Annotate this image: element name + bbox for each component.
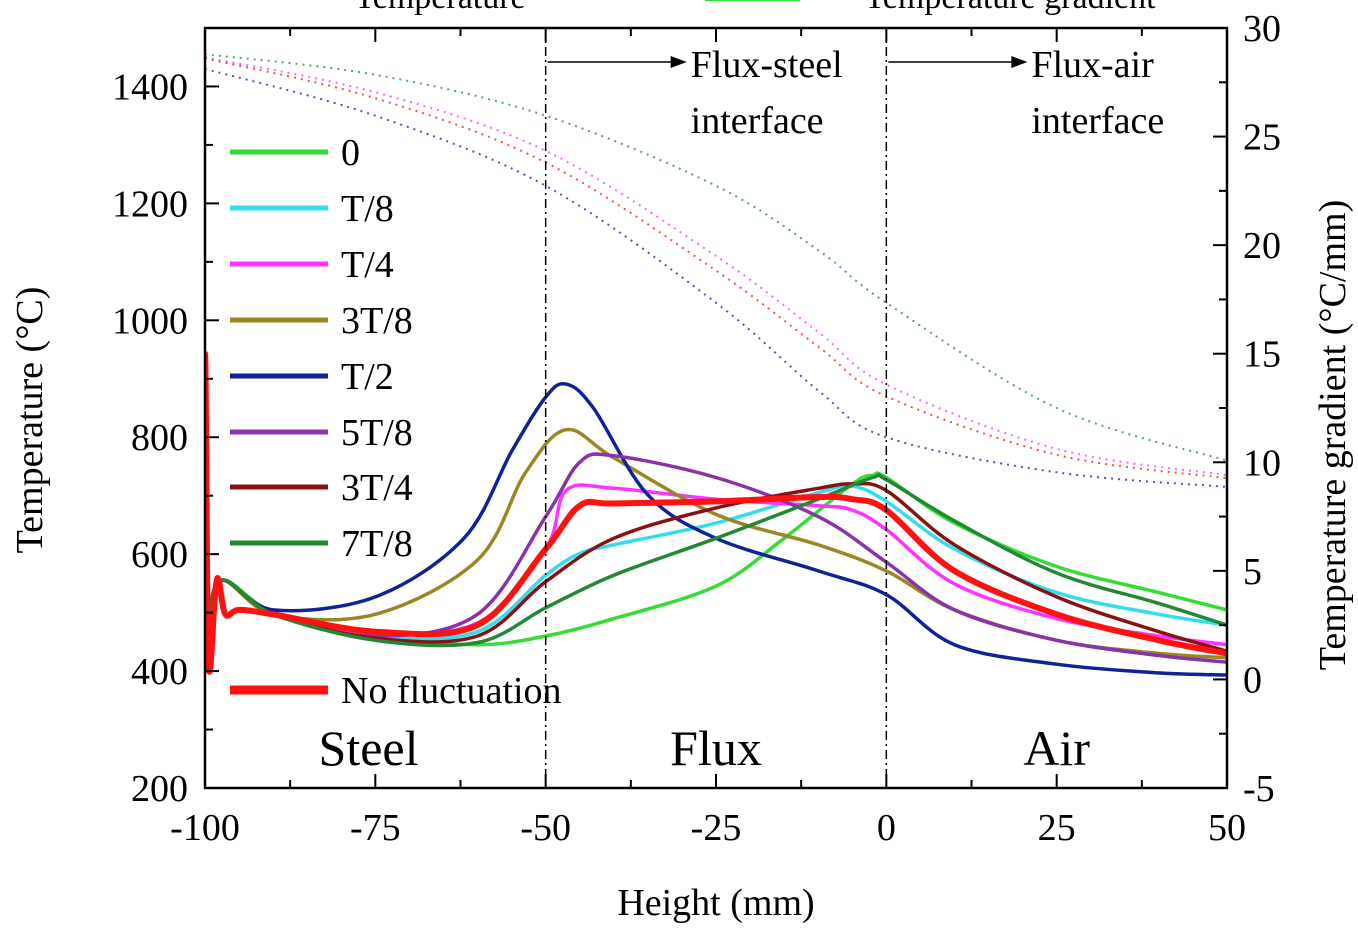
header-gradient-label: Temperature gradient [864, 0, 1156, 16]
x-tick-label: -25 [691, 807, 742, 849]
x-tick-label: -75 [350, 807, 401, 849]
y-axis-right-label: Temperature gradient (°C/mm) [1312, 200, 1354, 670]
legend-label-2: T/4 [341, 244, 394, 286]
gradient-line-8 [205, 350, 1227, 675]
region-label-1: Flux [670, 720, 762, 776]
legend-label-3: 3T/8 [341, 300, 413, 342]
temperature-line-2 [205, 57, 1227, 480]
y-right-tick-label: 10 [1243, 442, 1281, 484]
gradient-line-6 [205, 481, 1227, 669]
legend-label-1: T/8 [341, 188, 394, 230]
legend-label-8: No fluctuation [341, 670, 562, 712]
temperature-line-1 [205, 56, 1227, 477]
y-left-tick-label: 200 [131, 768, 188, 810]
x-tick-label: 50 [1208, 807, 1246, 849]
legend-label-5: 5T/8 [341, 412, 413, 454]
interface-arrowhead-1 [1011, 56, 1028, 68]
y-right-tick-label: 5 [1243, 551, 1262, 593]
plot-area: Flux-steel interface Flux-air interface -10… [112, 8, 1281, 849]
legend-label-4: T/2 [341, 356, 394, 398]
header-temperature-label: Temperature [354, 0, 525, 16]
interface-label-1-line2: interface [1031, 100, 1164, 142]
legend-label-0: 0 [341, 132, 360, 174]
y-left-tick-label: 1400 [112, 66, 188, 108]
y-axis-left-label: Temperature (°C) [9, 287, 51, 554]
y-right-tick-label: 15 [1243, 334, 1281, 376]
x-tick-label: -50 [520, 807, 571, 849]
interface-label-0-line2: interface [691, 100, 824, 142]
y-left-tick-label: 600 [131, 534, 188, 576]
y-right-tick-label: 20 [1243, 225, 1281, 267]
y-left-tick-label: 400 [131, 651, 188, 693]
y-right-tick-label: 30 [1243, 8, 1281, 50]
gradient-line-7 [205, 472, 1227, 669]
interface-label-1-line1: Flux-air [1031, 44, 1154, 86]
region-label-0: Steel [319, 720, 419, 776]
legend-label-7: 7T/8 [341, 523, 413, 565]
y-right-tick-label: 0 [1243, 659, 1262, 701]
y-right-tick-label: -5 [1243, 768, 1275, 810]
interface-label-0-line1: Flux-steel [691, 44, 843, 86]
region-label-2: Air [1023, 720, 1090, 776]
legend-label-6: 3T/4 [341, 467, 413, 509]
legend: 0 T/8 T/4 3T/8 T/2 5T/8 3T/4 7T/8 No fluctuation [230, 132, 562, 712]
x-axis-label: Height (mm) [617, 882, 814, 924]
x-tick-label: -100 [170, 807, 240, 849]
gradient-line-4 [205, 381, 1227, 677]
x-tick-label: 25 [1038, 807, 1076, 849]
interface-arrowhead-0 [670, 56, 687, 68]
y-left-tick-label: 800 [131, 417, 188, 459]
y-left-tick-label: 1000 [112, 300, 188, 342]
x-tick-label: 0 [877, 807, 896, 849]
y-left-tick-label: 1200 [112, 183, 188, 225]
y-right-tick-label: 25 [1243, 117, 1281, 159]
temperature-line-0 [205, 53, 1227, 462]
